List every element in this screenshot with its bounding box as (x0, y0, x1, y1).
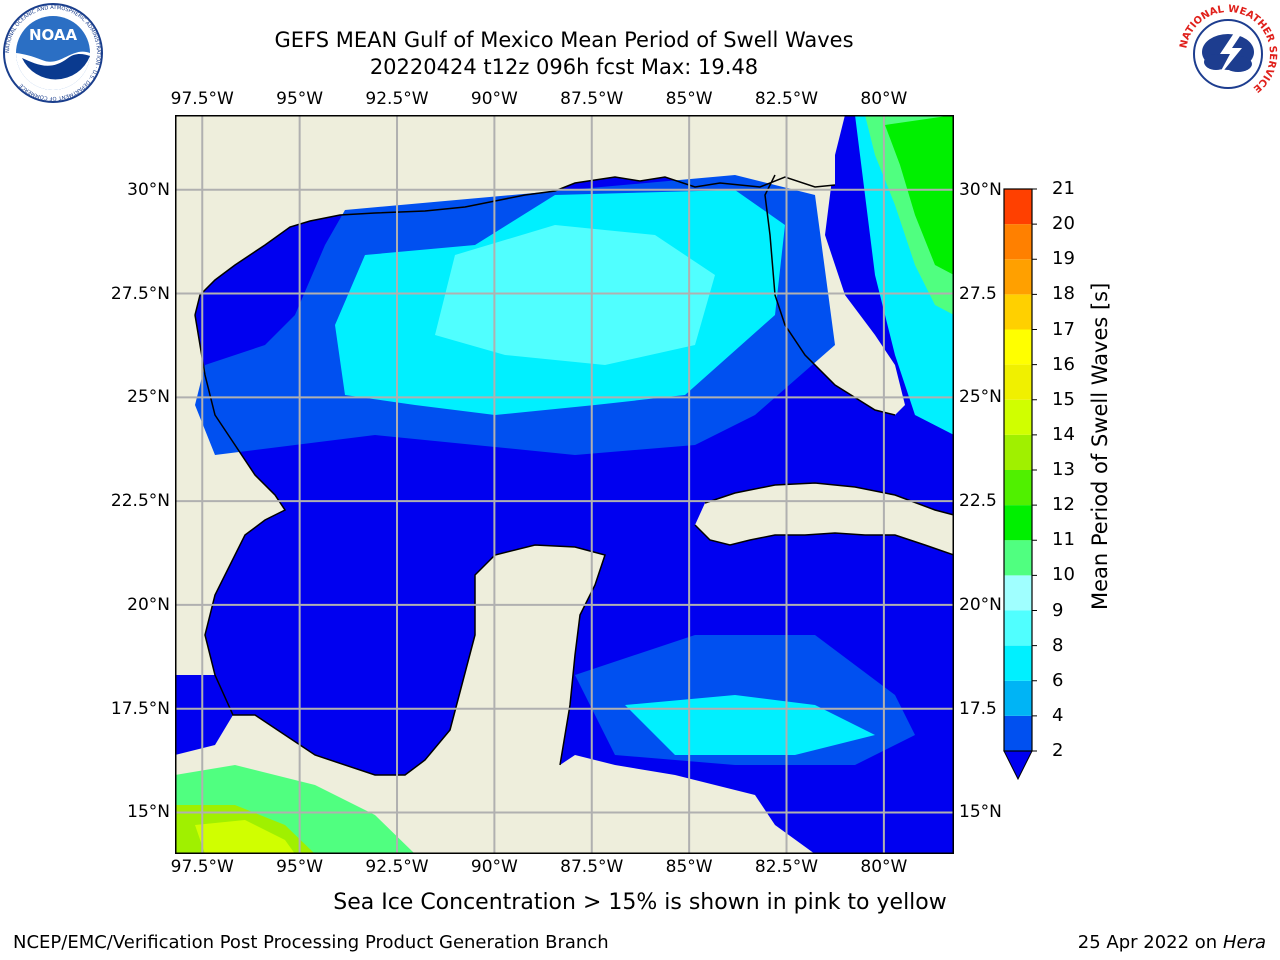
longitude-label: 95°W (276, 89, 324, 109)
colorbar-tick-label: 10 (1052, 564, 1075, 586)
chart-title: GEFS MEAN Gulf of Mexico Mean Period of … (274, 28, 854, 52)
longitude-label: 97.5°W (170, 857, 234, 877)
latitude-label: 17.5 (959, 698, 997, 719)
colorbar-segment (1004, 434, 1032, 470)
footer-date-text: 25 Apr 2022 on (1077, 932, 1223, 953)
map-frame (175, 115, 954, 854)
colorbar-segment (1004, 364, 1032, 400)
colorbar-tick-label: 4 (1052, 704, 1064, 726)
longitude-label: 80°W (860, 89, 908, 109)
footer-date: 25 Apr 2022 on Hera (1078, 932, 1266, 953)
colorbar-segment (1004, 399, 1032, 435)
noaa-logo: NOAA NATIONAL OCEANIC AND ATMOSPHERIC AD… (3, 3, 103, 103)
longitude-label: 87.5°W (560, 89, 624, 109)
colorbar-tick-label: 11 (1052, 529, 1075, 551)
longitude-label: 95°W (276, 857, 324, 877)
swell-band-pacific-13-14s (195, 820, 295, 854)
colorbar-segment (1004, 540, 1032, 576)
longitude-label: 82.5°W (754, 89, 819, 109)
colorbar-tick-label: 8 (1052, 634, 1064, 656)
latitude-label: 15°N (127, 802, 170, 823)
latitude-label: 22.5 (959, 491, 997, 512)
latitude-label: 15°N (959, 802, 1002, 823)
colorbar-segment (1004, 294, 1032, 330)
colorbar-tick-label: 20 (1052, 213, 1075, 235)
colorbar-tick-label: 14 (1052, 423, 1075, 445)
gulf-of-mexico-map (175, 115, 954, 854)
latitude-label: 30°N (127, 179, 170, 200)
latitude-label: 20°N (959, 594, 1002, 615)
colorbar-tick-label: 17 (1052, 318, 1075, 340)
colorbar-segment (1004, 575, 1032, 611)
longitude-label: 90°W (470, 89, 518, 109)
colorbar-segment (1004, 715, 1032, 751)
chart-subtitle: 20220424 t12z 096h fcst Max: 19.48 (369, 55, 759, 79)
latitude-label: 27.5°N (110, 283, 170, 304)
colorbar-segment (1004, 470, 1032, 506)
colorbar-tick-label: 16 (1052, 353, 1075, 375)
colorbar-tick-label: 13 (1052, 459, 1075, 480)
colorbar-tick-label: 15 (1052, 388, 1075, 410)
us-land (175, 115, 835, 675)
colorbar-title: Mean Period of Swell Waves [s] (1088, 282, 1112, 610)
latitude-label: 25°N (127, 387, 170, 408)
colorbar-segment (1004, 189, 1032, 225)
colorbar-tick-label: 19 (1052, 248, 1075, 270)
colorbar-tick-label: 9 (1052, 599, 1064, 621)
latitude-label: 27.5 (959, 283, 997, 304)
footer-machine: Hera (1222, 932, 1266, 953)
longitude-label: 80°W (860, 857, 908, 877)
colorbar-tick-label: 2 (1052, 740, 1064, 761)
longitude-label: 85°W (665, 89, 713, 109)
swell-band-south-4-6s (625, 695, 875, 755)
sea-ice-note: Sea Ice Concentration > 15% is shown in … (333, 890, 947, 915)
latitude-label: 22.5°N (110, 491, 170, 512)
colorbar-extend-arrow (1003, 750, 1033, 781)
longitude-label: 85°W (665, 857, 713, 877)
colorbar-segment (1004, 224, 1032, 260)
nws-logo: NATIONAL WEATHER SERVICE (1178, 4, 1278, 104)
colorbar-tick-label: 18 (1052, 283, 1075, 305)
colorbar (1003, 188, 1037, 781)
map-gridlines (175, 115, 954, 854)
swell-band-6-8s (435, 225, 715, 365)
colorbar-segment (1004, 680, 1032, 716)
coastline (194, 174, 954, 776)
latitude-label: 20°N (127, 594, 170, 615)
colorbar-segment (1004, 329, 1032, 365)
footer-branch: NCEP/EMC/Verification Post Processing Pr… (13, 932, 609, 953)
latitude-label: 25°N (959, 387, 1002, 408)
longitude-label: 82.5°W (754, 857, 819, 877)
latitude-label: 17.5°N (110, 698, 170, 719)
colorbar-tick-label: 6 (1052, 669, 1064, 691)
longitude-label: 90°W (470, 857, 518, 877)
swell-band-east-10-11s (885, 115, 954, 275)
noaa-logo-text: NOAA (29, 26, 78, 44)
longitude-label: 97.5°W (170, 89, 234, 109)
longitude-label: 92.5°W (365, 857, 429, 877)
longitude-label: 92.5°W (365, 89, 429, 109)
longitude-label: 87.5°W (560, 857, 624, 877)
colorbar-tick-label: 12 (1052, 494, 1075, 516)
latitude-label: 30°N (959, 179, 1002, 200)
colorbar-tick-label: 21 (1052, 178, 1075, 199)
colorbar-segment (1004, 610, 1032, 646)
colorbar-segment (1004, 645, 1032, 681)
colorbar-segment (1004, 259, 1032, 295)
colorbar-segment (1004, 505, 1032, 541)
